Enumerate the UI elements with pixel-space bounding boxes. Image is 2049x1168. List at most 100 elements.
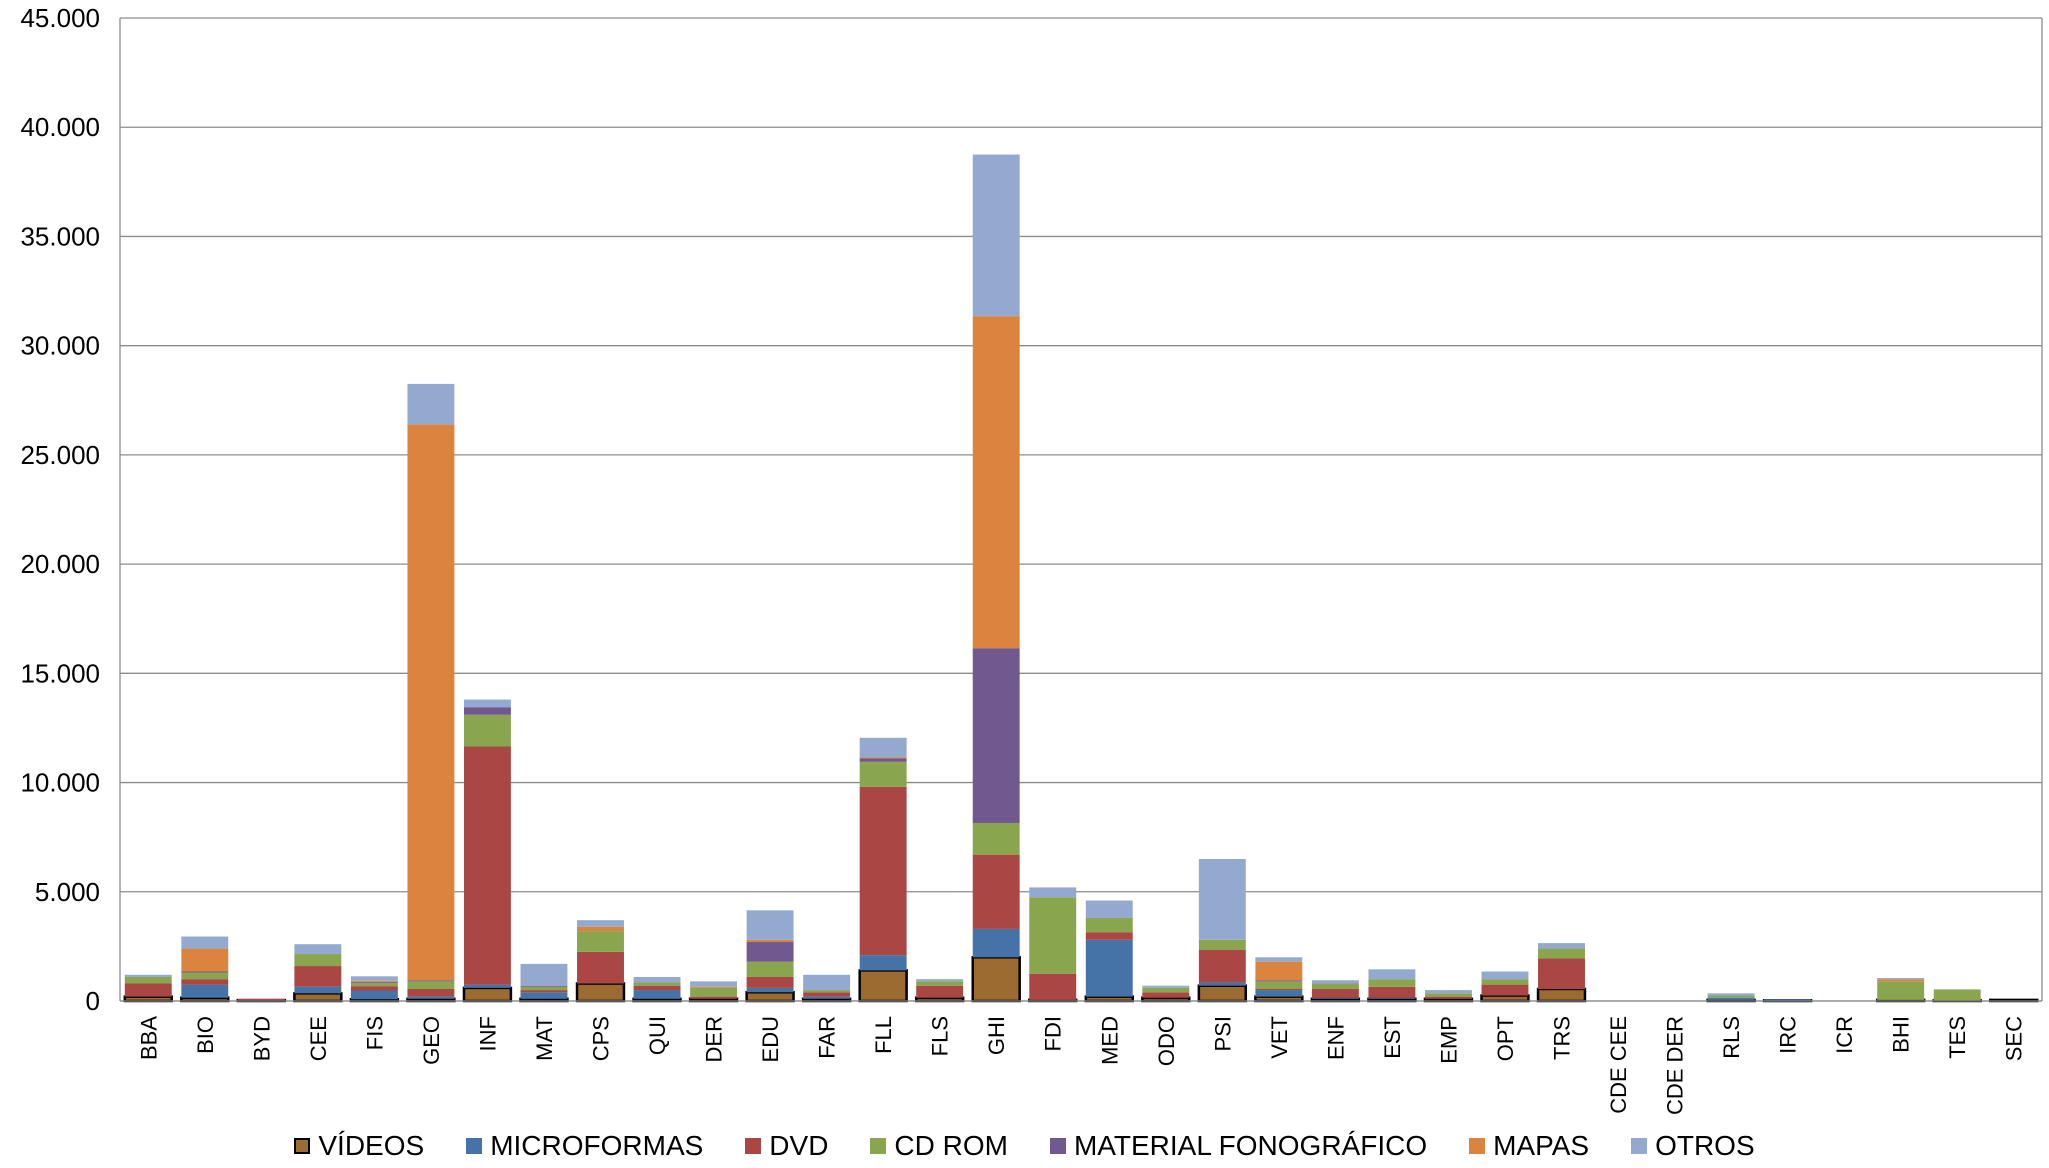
bar-segment [746,987,794,993]
bar-segment [350,990,398,1000]
x-tick-label: EMP [1436,1016,1461,1064]
x-tick-label: BBA [136,1016,161,1060]
x-tick-label: EDU [758,1016,783,1062]
legend-item: CD ROM [870,1132,1008,1160]
bar-segment [1198,859,1246,940]
bar-segment [746,976,794,988]
bar-segment [746,939,794,943]
bar-segment [577,920,624,927]
x-tick-label: MED [1097,1016,1122,1065]
bar-segment [1368,986,1416,998]
bar-segment [1085,939,1133,997]
bar-segment [1198,939,1246,950]
bar-segment [1198,982,1246,986]
bar-segment [294,954,342,967]
bar-segment [1707,997,1755,1000]
bar-segment [803,974,851,991]
bar-segment [463,707,511,715]
bar-segment [1481,971,1529,980]
bar-segment [520,985,568,987]
bar-segment [1424,990,1472,994]
bar-segment [463,984,511,988]
bar-segment [1877,978,1925,980]
bar-segment [1085,932,1133,940]
x-tick-label: BHI [1889,1016,1914,1053]
bar-segment [520,986,568,991]
bar-segment [181,984,229,998]
bar-segment [577,931,624,952]
bar-segment [181,979,229,985]
legend-item: MICROFORMAS [466,1132,703,1160]
bar-segment [1085,917,1133,933]
bar-segment [1424,993,1472,997]
bar-segment [463,699,511,708]
legend-label: MATERIAL FONOGRÁFICO [1073,1130,1428,1161]
x-tick-label: BYD [249,1016,274,1061]
y-tick-label: 25.000 [20,440,100,470]
x-tick-label: ODO [1154,1016,1179,1066]
legend-item: MAPAS [1469,1132,1589,1160]
bar-segment [1877,981,1925,1000]
bars [123,154,2039,1003]
bar-segment [859,786,907,956]
bar-segment [1255,988,1303,991]
x-tick-label: VET [1267,1016,1292,1059]
bar-segment [690,981,738,987]
x-tick-label: ENF [1323,1016,1348,1060]
legend-item: MATERIAL FONOGRÁFICO [1049,1130,1428,1161]
x-tick-label: FDI [1041,1016,1066,1051]
bar-segment [1029,973,1077,1000]
bar-segment [1311,983,1359,989]
bar-segment [520,990,568,993]
bar-segment [350,981,398,983]
bar-segment [746,942,794,962]
bar-segment [859,955,907,971]
bar-segment [690,987,738,997]
bar-segment [971,956,1021,1003]
legend-swatch [466,1138,483,1154]
x-tick-label: FAR [815,1016,840,1059]
y-tick-label: 40.000 [20,112,100,142]
legend-label: OTROS [1655,1130,1755,1161]
bar-segment [972,648,1020,823]
legend-item: OTROS [1631,1132,1755,1160]
bar-segment [181,936,229,949]
bar-segment [690,986,738,988]
y-tick-label: 15.000 [20,658,100,688]
bar-segment [1481,979,1529,985]
x-tick-label: CDE DER [1663,1016,1688,1115]
bar-segment [1481,984,1529,996]
bar-segment [1368,997,1416,999]
bar-segment [462,986,513,1003]
bar-segment [1311,980,1359,984]
x-tick-label: FLS [928,1016,953,1056]
bar-segment [1142,985,1190,988]
bar-segment [463,746,511,985]
bar-segment [859,757,907,759]
bar-segment [1480,994,1530,1003]
legend-swatch [870,1138,887,1154]
x-tick-label: TRS [1550,1016,1575,1060]
bar-segment [633,985,681,991]
bar-segment [294,986,342,994]
x-tick-label: INF [475,1016,500,1051]
bar-segment [746,910,794,940]
legend-swatch [1631,1138,1648,1154]
bar-segment [407,988,455,997]
bar-segment [577,951,624,984]
legend-label: VÍDEOS [318,1130,425,1161]
legend-swatch [1469,1138,1486,1154]
bar-segment [123,995,173,1003]
bar-segment [1538,948,1585,959]
x-tick-label: PSI [1210,1016,1235,1051]
bar-segment [407,980,455,982]
bar-segment [293,992,343,1003]
bar-segment [181,972,229,980]
bar-segment [1311,988,1359,998]
x-tick-label: DER [702,1016,727,1062]
bar-segment [1707,995,1755,998]
bar-segment [1142,987,1190,993]
y-tick-label: 30.000 [20,331,100,361]
bar-segment [972,822,1020,855]
bar-segment [1255,961,1303,981]
